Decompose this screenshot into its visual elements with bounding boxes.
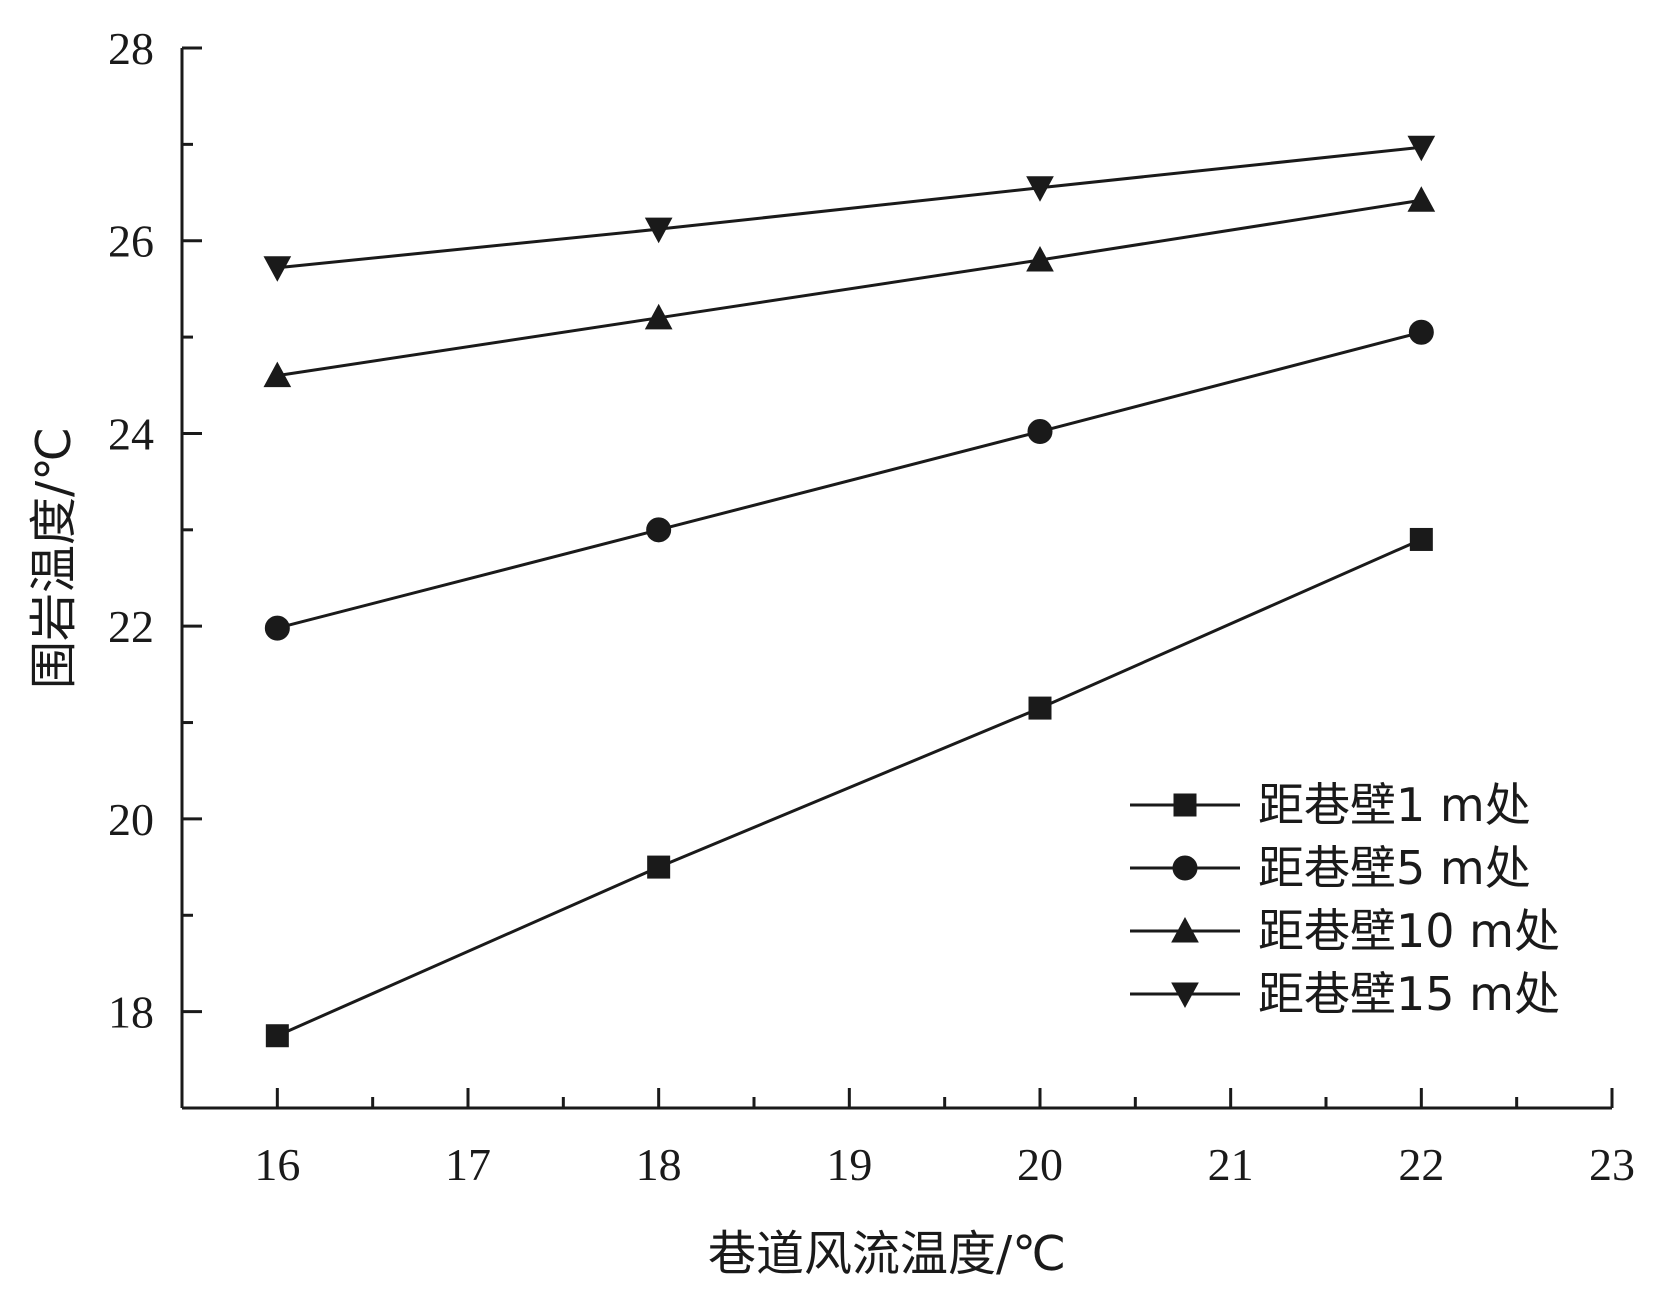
data-point [646, 517, 672, 543]
data-point [647, 855, 671, 879]
data-point [1026, 245, 1054, 272]
y-tick-label: 18 [108, 987, 154, 1038]
series-line [277, 198, 1422, 378]
legend-marker [1172, 855, 1198, 881]
x-axis-title: 巷道风流温度/℃ [708, 1226, 1066, 1282]
data-point [1409, 527, 1433, 551]
data-point [263, 361, 292, 388]
legend-label: 距巷壁5 m处 [1258, 841, 1531, 895]
series-1 [265, 527, 1433, 1048]
y-tick-label: 28 [108, 23, 154, 74]
data-point [1407, 135, 1436, 162]
data-point [644, 217, 673, 244]
x-ticks: 16 17 18 19 20 21 22 23 [180, 1088, 1635, 1190]
data-point [265, 1024, 289, 1048]
series-3 [263, 186, 1436, 388]
series-line [276, 538, 1422, 1038]
x-tick-label: 17 [445, 1139, 491, 1190]
legend-label: 距巷壁10 m处 [1258, 904, 1560, 958]
legend-item: 距巷壁1 m处 [1130, 778, 1531, 832]
x-tick-label: 21 [1208, 1139, 1254, 1190]
axes [180, 48, 1612, 1110]
y-axis-title: 围岩温度/℃ [26, 427, 82, 689]
data-point [644, 303, 673, 330]
series-line [277, 145, 1422, 270]
x-tick-label: 22 [1398, 1139, 1444, 1190]
legend-item: 距巷壁5 m处 [1130, 841, 1531, 895]
data-point [1026, 176, 1054, 202]
x-tick-label: 23 [1589, 1139, 1635, 1190]
data-point [1408, 319, 1434, 345]
x-tick-label: 18 [636, 1139, 682, 1190]
data-point [263, 256, 292, 282]
legend-item: 距巷壁10 m处 [1130, 904, 1560, 958]
series-line [276, 330, 1422, 630]
legend-marker [1171, 916, 1199, 943]
legend-marker [1173, 793, 1197, 817]
data-point [1028, 696, 1052, 720]
series-4 [263, 135, 1436, 282]
legend-item: 距巷壁15 m处 [1130, 967, 1560, 1021]
x-tick-label: 20 [1017, 1139, 1063, 1190]
y-tick-label: 20 [108, 794, 154, 845]
series-layer [263, 135, 1436, 1048]
data-point [264, 615, 290, 641]
legend-label: 距巷壁15 m处 [1258, 967, 1560, 1021]
x-tick-label: 19 [826, 1139, 872, 1190]
y-tick-label: 22 [108, 601, 154, 652]
data-point [1027, 419, 1053, 445]
y-tick-label: 24 [108, 408, 154, 459]
series-2 [264, 319, 1434, 641]
legend-label: 距巷壁1 m处 [1258, 778, 1531, 832]
legend-marker [1171, 982, 1199, 1009]
data-point [1407, 186, 1436, 212]
x-tick-label: 16 [254, 1139, 300, 1190]
y-tick-label: 26 [108, 216, 154, 267]
y-ticks: 18 20 22 24 26 28 [108, 23, 202, 1110]
